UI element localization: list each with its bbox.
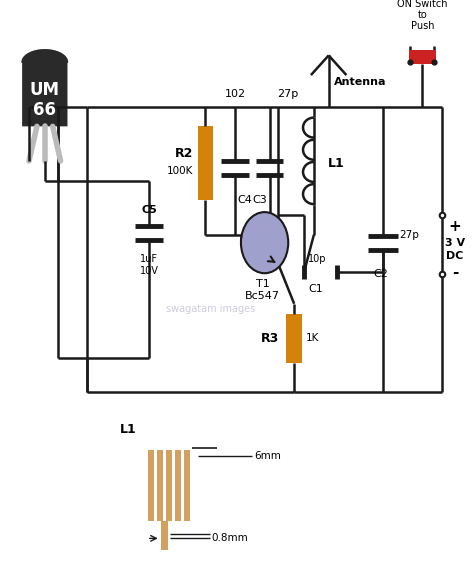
Text: Bc547: Bc547: [245, 291, 280, 301]
Text: C5: C5: [141, 205, 157, 215]
Bar: [148, 450, 154, 521]
Polygon shape: [22, 50, 67, 62]
Text: R2: R2: [175, 147, 194, 161]
Bar: [157, 450, 163, 521]
FancyBboxPatch shape: [22, 62, 67, 126]
Text: L1: L1: [328, 157, 345, 170]
Bar: [184, 450, 190, 521]
Text: +: +: [448, 219, 461, 235]
Text: R3: R3: [261, 332, 279, 345]
Text: C3: C3: [253, 195, 267, 205]
Text: L1: L1: [120, 424, 137, 437]
Bar: [175, 450, 181, 521]
Bar: [286, 314, 302, 363]
Text: Push: Push: [410, 21, 434, 31]
Text: 102: 102: [225, 89, 246, 99]
Bar: [161, 521, 168, 550]
Text: to: to: [418, 10, 427, 20]
Ellipse shape: [241, 212, 288, 273]
Text: C4: C4: [237, 195, 252, 205]
Text: swagatam images: swagatam images: [166, 303, 255, 314]
Text: 1uF: 1uF: [140, 254, 158, 265]
Text: 100K: 100K: [167, 166, 194, 176]
Text: 10V: 10V: [140, 266, 159, 276]
Text: 3 V: 3 V: [445, 237, 465, 248]
Text: Antenna: Antenna: [334, 77, 386, 87]
Bar: [198, 126, 213, 200]
Bar: [166, 450, 172, 521]
Text: 1K: 1K: [306, 333, 319, 343]
Text: 66: 66: [33, 100, 56, 118]
Text: ON Switch: ON Switch: [397, 0, 447, 9]
Text: 10p: 10p: [308, 254, 327, 265]
Bar: [409, 50, 436, 64]
Text: 6mm: 6mm: [255, 451, 282, 461]
Text: C1: C1: [308, 284, 323, 294]
Text: 27p: 27p: [277, 89, 298, 99]
Text: T1: T1: [256, 279, 270, 289]
Text: C2: C2: [374, 269, 388, 279]
Text: DC: DC: [446, 252, 464, 262]
Text: UM: UM: [30, 81, 60, 99]
Text: -: -: [452, 265, 458, 280]
Polygon shape: [22, 50, 67, 62]
Text: 27p: 27p: [400, 230, 419, 240]
Text: 0.8mm: 0.8mm: [212, 534, 249, 543]
